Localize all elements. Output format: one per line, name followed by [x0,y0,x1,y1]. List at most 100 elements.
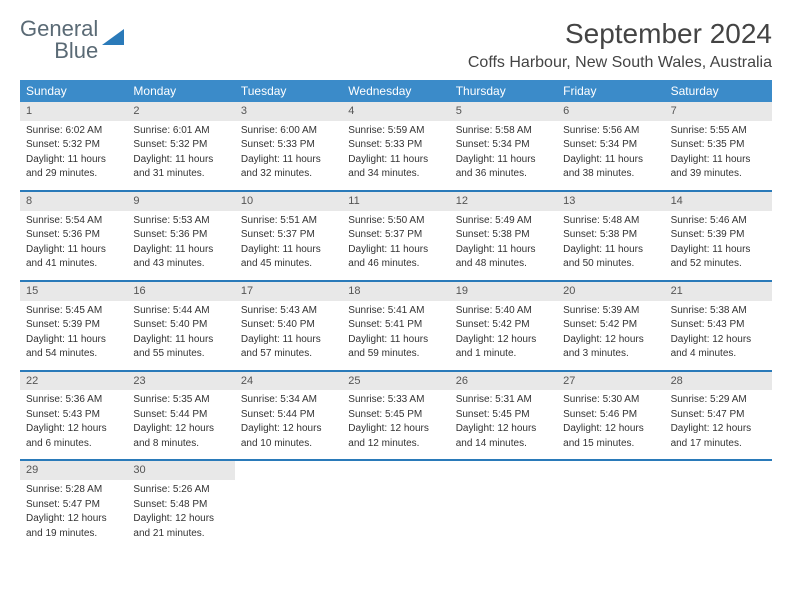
day-line: and 41 minutes. [26,257,121,271]
week-row: 8Sunrise: 5:54 AMSunset: 5:36 PMDaylight… [20,192,772,282]
day-cell: 12Sunrise: 5:49 AMSunset: 5:38 PMDayligh… [450,192,557,280]
day-number: 19 [450,282,557,301]
day-cell: 3Sunrise: 6:00 AMSunset: 5:33 PMDaylight… [235,102,342,190]
day-line: Sunrise: 5:29 AM [671,393,766,407]
day-line: Sunrise: 5:30 AM [563,393,658,407]
day-line: and 48 minutes. [456,257,551,271]
day-line: Sunrise: 5:34 AM [241,393,336,407]
day-line: Daylight: 12 hours [133,512,228,526]
day-number: 30 [127,461,234,480]
day-line: Sunset: 5:43 PM [26,408,121,422]
day-cell: 16Sunrise: 5:44 AMSunset: 5:40 PMDayligh… [127,282,234,370]
day-line: Sunrise: 5:35 AM [133,393,228,407]
day-cell: 10Sunrise: 5:51 AMSunset: 5:37 PMDayligh… [235,192,342,280]
day-body: Sunrise: 5:39 AMSunset: 5:42 PMDaylight:… [557,301,664,370]
day-line: Sunset: 5:41 PM [348,318,443,332]
day-body: Sunrise: 5:54 AMSunset: 5:36 PMDaylight:… [20,211,127,280]
day-line: Sunset: 5:47 PM [671,408,766,422]
day-line: Sunset: 5:42 PM [456,318,551,332]
day-line: Sunset: 5:37 PM [241,228,336,242]
day-cell: 20Sunrise: 5:39 AMSunset: 5:42 PMDayligh… [557,282,664,370]
day-number: 29 [20,461,127,480]
day-cell: 18Sunrise: 5:41 AMSunset: 5:41 PMDayligh… [342,282,449,370]
day-body: Sunrise: 5:33 AMSunset: 5:45 PMDaylight:… [342,390,449,459]
day-line: Daylight: 11 hours [26,153,121,167]
day-line: and 8 minutes. [133,437,228,451]
day-line: Sunrise: 5:55 AM [671,124,766,138]
day-body: Sunrise: 5:48 AMSunset: 5:38 PMDaylight:… [557,211,664,280]
day-number: 26 [450,372,557,391]
day-line: and 46 minutes. [348,257,443,271]
day-body: Sunrise: 5:59 AMSunset: 5:33 PMDaylight:… [342,121,449,190]
day-number: 1 [20,102,127,121]
day-line: and 4 minutes. [671,347,766,361]
day-line: Daylight: 11 hours [456,153,551,167]
day-line: Sunset: 5:34 PM [456,138,551,152]
week-row: 1Sunrise: 6:02 AMSunset: 5:32 PMDaylight… [20,102,772,192]
week-row: 15Sunrise: 5:45 AMSunset: 5:39 PMDayligh… [20,282,772,372]
day-cell [557,461,664,549]
day-line: and 39 minutes. [671,167,766,181]
day-line: Sunrise: 5:54 AM [26,214,121,228]
day-cell [235,461,342,549]
day-line: and 31 minutes. [133,167,228,181]
day-number: 20 [557,282,664,301]
day-number: 2 [127,102,234,121]
day-number: 28 [665,372,772,391]
day-line: Daylight: 11 hours [348,153,443,167]
day-line: Sunrise: 5:40 AM [456,304,551,318]
day-line: Daylight: 11 hours [26,243,121,257]
weekday-sun: Sunday [20,80,127,102]
day-line: Daylight: 12 hours [26,512,121,526]
day-line: Sunrise: 5:59 AM [348,124,443,138]
day-line: Daylight: 11 hours [348,333,443,347]
day-line: and 38 minutes. [563,167,658,181]
day-cell: 23Sunrise: 5:35 AMSunset: 5:44 PMDayligh… [127,372,234,460]
day-line: Sunset: 5:38 PM [456,228,551,242]
day-line: Sunset: 5:35 PM [671,138,766,152]
day-line: and 45 minutes. [241,257,336,271]
day-line: Daylight: 12 hours [133,422,228,436]
day-line: Sunrise: 5:48 AM [563,214,658,228]
day-cell: 22Sunrise: 5:36 AMSunset: 5:43 PMDayligh… [20,372,127,460]
day-line: and 54 minutes. [26,347,121,361]
day-number: 23 [127,372,234,391]
day-cell [665,461,772,549]
day-number: 24 [235,372,342,391]
day-number: 14 [665,192,772,211]
week-row: 29Sunrise: 5:28 AMSunset: 5:47 PMDayligh… [20,461,772,549]
day-line: Sunset: 5:43 PM [671,318,766,332]
day-line: and 10 minutes. [241,437,336,451]
day-number: 11 [342,192,449,211]
day-line: and 14 minutes. [456,437,551,451]
day-cell: 27Sunrise: 5:30 AMSunset: 5:46 PMDayligh… [557,372,664,460]
day-body: Sunrise: 5:36 AMSunset: 5:43 PMDaylight:… [20,390,127,459]
day-line: and 15 minutes. [563,437,658,451]
day-number: 10 [235,192,342,211]
day-line: Daylight: 12 hours [26,422,121,436]
day-line: Daylight: 11 hours [26,333,121,347]
day-line: Sunset: 5:33 PM [348,138,443,152]
logo-line1: General [20,18,98,40]
day-line: and 36 minutes. [456,167,551,181]
day-line: Sunrise: 6:00 AM [241,124,336,138]
weekday-wed: Wednesday [342,80,449,102]
day-body: Sunrise: 5:40 AMSunset: 5:42 PMDaylight:… [450,301,557,370]
weekday-thu: Thursday [450,80,557,102]
day-body: Sunrise: 5:28 AMSunset: 5:47 PMDaylight:… [20,480,127,549]
day-number: 22 [20,372,127,391]
weekday-header: Sunday Monday Tuesday Wednesday Thursday… [20,80,772,102]
day-body: Sunrise: 5:55 AMSunset: 5:35 PMDaylight:… [665,121,772,190]
day-line: Sunrise: 5:46 AM [671,214,766,228]
day-line: and 6 minutes. [26,437,121,451]
day-line: Sunset: 5:36 PM [133,228,228,242]
day-cell: 6Sunrise: 5:56 AMSunset: 5:34 PMDaylight… [557,102,664,190]
day-number: 25 [342,372,449,391]
day-body: Sunrise: 5:31 AMSunset: 5:45 PMDaylight:… [450,390,557,459]
day-cell: 11Sunrise: 5:50 AMSunset: 5:37 PMDayligh… [342,192,449,280]
day-line: Daylight: 11 hours [563,153,658,167]
day-line: Sunrise: 5:45 AM [26,304,121,318]
day-body: Sunrise: 5:38 AMSunset: 5:43 PMDaylight:… [665,301,772,370]
day-line: and 32 minutes. [241,167,336,181]
day-line: and 59 minutes. [348,347,443,361]
